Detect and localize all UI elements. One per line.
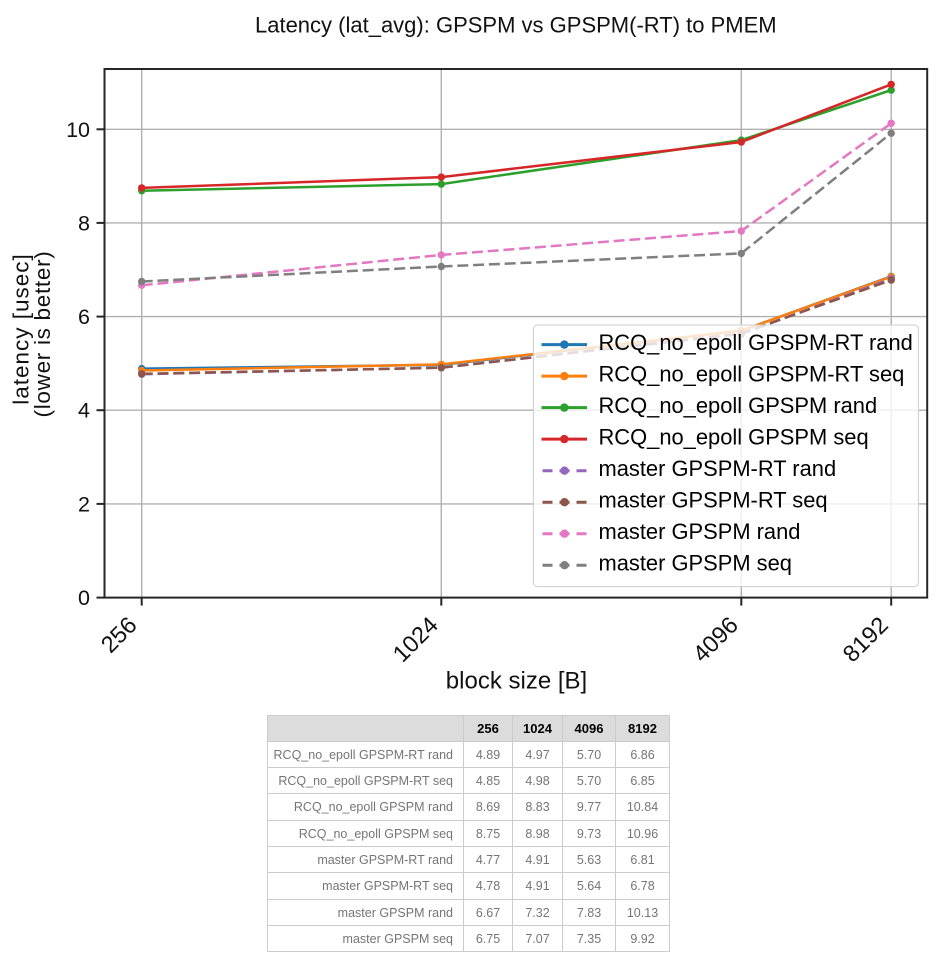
svg-text:2: 2 xyxy=(78,492,90,516)
svg-text:8192: 8192 xyxy=(838,612,893,667)
svg-text:latency [usec]: latency [usec] xyxy=(9,253,34,405)
svg-text:6: 6 xyxy=(78,305,90,329)
svg-text:4096: 4096 xyxy=(688,612,743,667)
svg-text:1024: 1024 xyxy=(388,612,443,667)
svg-text:10: 10 xyxy=(66,118,90,142)
svg-text:master GPSPM-RT seq: master GPSPM-RT seq xyxy=(599,487,828,512)
svg-text:block size [B]: block size [B] xyxy=(446,668,587,695)
svg-text:RCQ_no_epoll GPSPM rand: RCQ_no_epoll GPSPM rand xyxy=(599,393,878,418)
svg-text:RCQ_no_epoll GPSPM seq: RCQ_no_epoll GPSPM seq xyxy=(599,424,869,449)
svg-text:0: 0 xyxy=(78,586,90,610)
svg-text:master GPSPM seq: master GPSPM seq xyxy=(599,550,792,575)
svg-text:RCQ_no_epoll GPSPM-RT seq: RCQ_no_epoll GPSPM-RT seq xyxy=(599,361,905,386)
svg-text:master GPSPM rand: master GPSPM rand xyxy=(599,519,801,544)
svg-text:256: 256 xyxy=(96,612,142,658)
svg-text:Latency (lat_avg): GPSPM vs GP: Latency (lat_avg): GPSPM vs GPSPM(-RT) t… xyxy=(255,12,777,37)
svg-text:(lower is better): (lower is better) xyxy=(30,251,55,418)
svg-text:4: 4 xyxy=(78,399,90,423)
svg-text:8: 8 xyxy=(78,211,90,235)
svg-text:master GPSPM-RT rand: master GPSPM-RT rand xyxy=(599,456,837,481)
svg-text:RCQ_no_epoll GPSPM-RT rand: RCQ_no_epoll GPSPM-RT rand xyxy=(599,330,913,355)
